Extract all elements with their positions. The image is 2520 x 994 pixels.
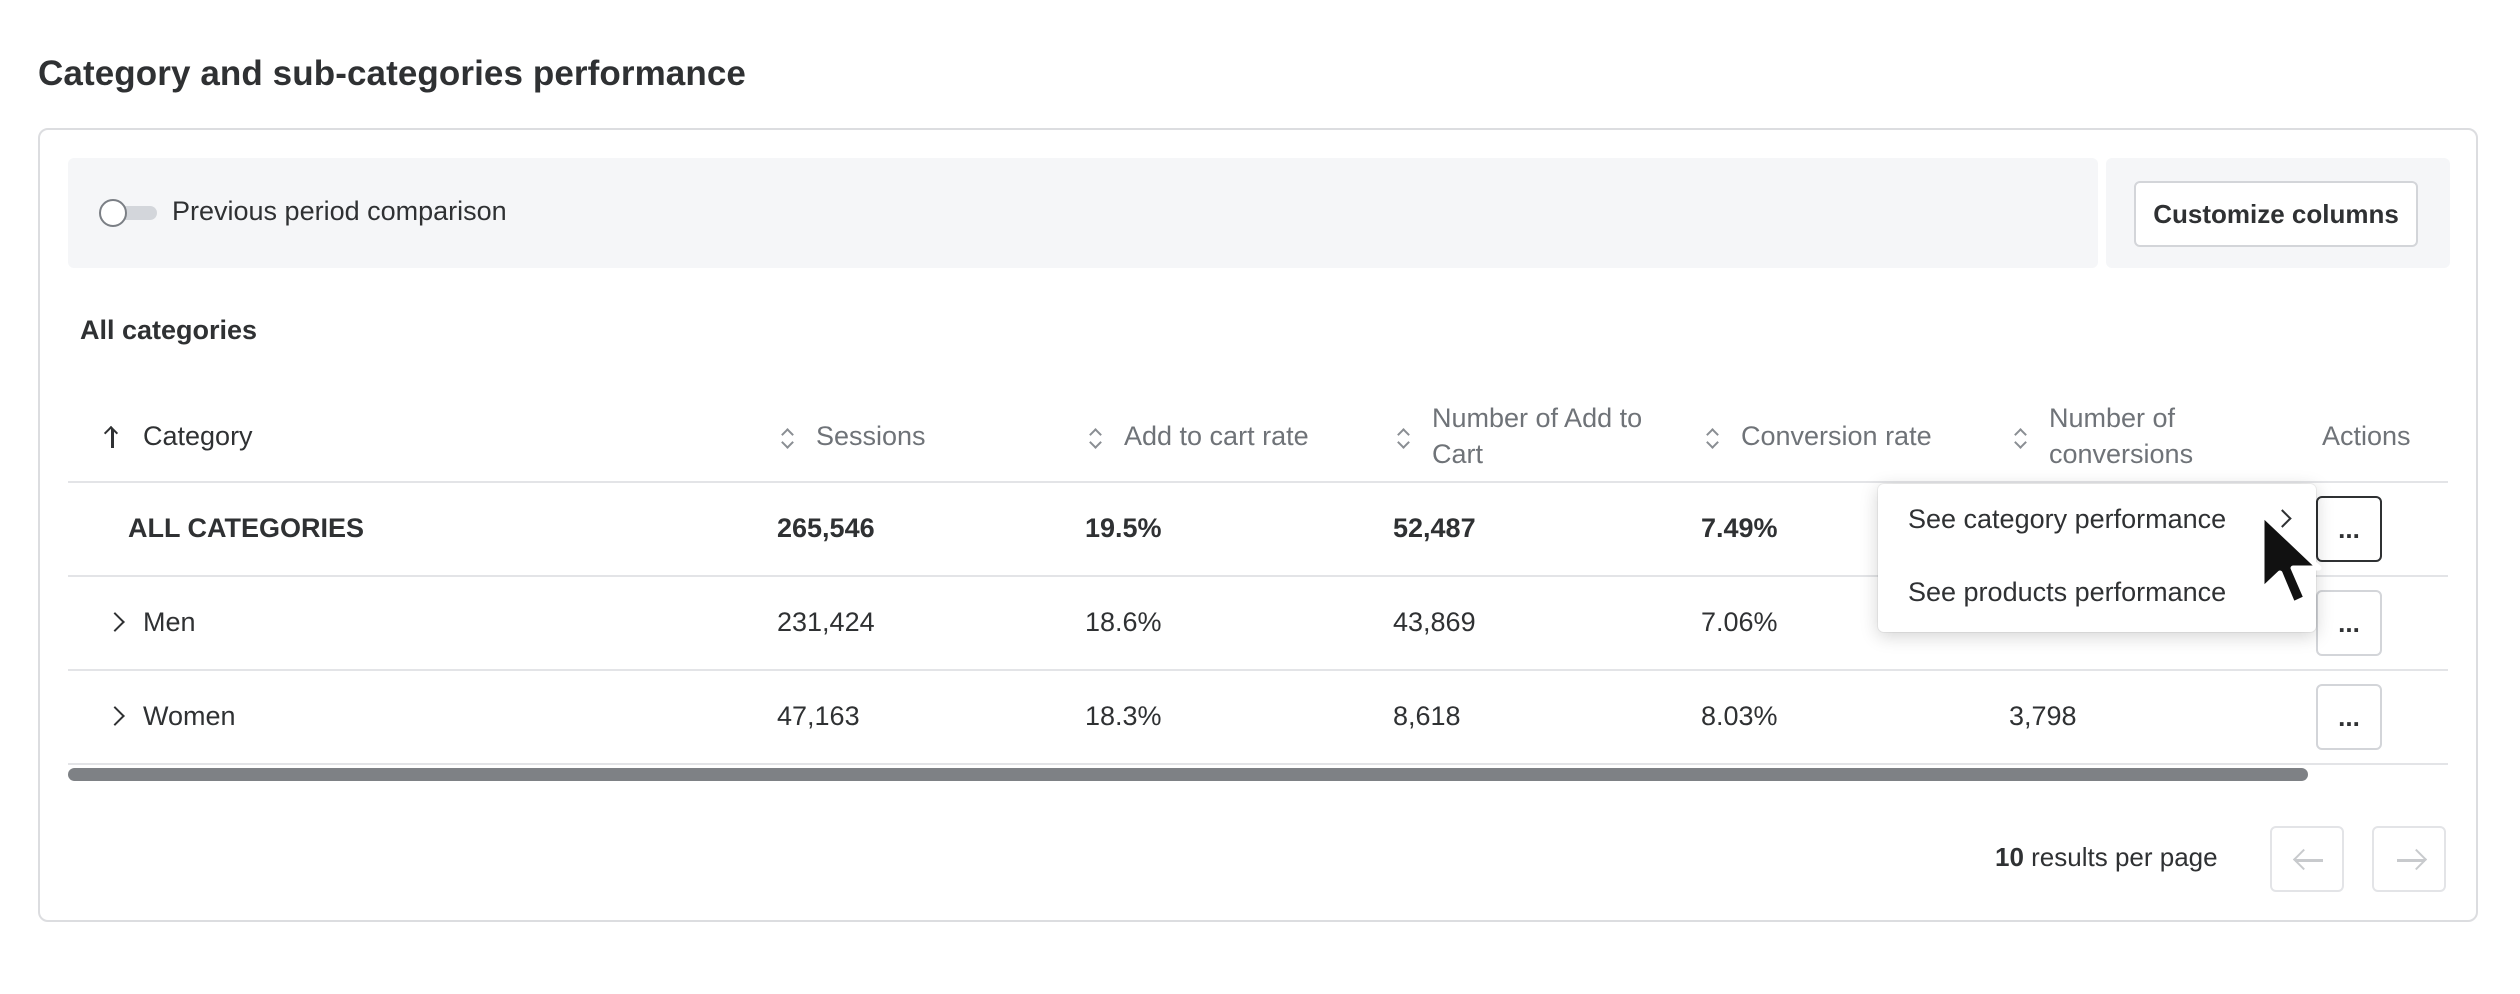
add-to-cart-cell: 52,487 <box>1393 513 1476 543</box>
column-header-add-to-cart-rate[interactable]: Add to cart rate <box>1124 421 1309 451</box>
add-to-cart-rate-cell: 19.5% <box>1085 513 1162 543</box>
header-divider <box>68 481 2448 483</box>
add-to-cart-rate-cell: 18.3% <box>1085 701 1162 731</box>
sessions-cell: 47,163 <box>777 701 860 731</box>
sort-icon[interactable] <box>780 427 794 449</box>
row-actions-button[interactable]: ... <box>2316 590 2382 656</box>
section-label: All categories <box>80 315 258 345</box>
toggle-knob <box>99 199 127 227</box>
horizontal-scrollbar[interactable] <box>68 768 2308 781</box>
mouse-cursor-icon <box>2259 511 2322 607</box>
conversion-rate-cell: 7.49% <box>1701 513 1778 543</box>
menu-item-see-products-performance[interactable]: See products performance <box>1908 577 2227 607</box>
previous-page-button[interactable] <box>2270 826 2344 892</box>
conversions-cell: 3,798 <box>2009 701 2077 731</box>
category-cell: ALL CATEGORIES <box>128 513 365 543</box>
sort-icon[interactable] <box>2013 427 2027 449</box>
add-to-cart-cell: 43,869 <box>1393 607 1476 637</box>
page-title: Category and sub-categories performance <box>38 54 746 93</box>
sessions-cell: 265,546 <box>777 513 875 543</box>
column-header-actions: Actions <box>2322 421 2411 451</box>
sort-ascending-icon[interactable] <box>103 425 123 449</box>
column-header-number-of-add-to-cart[interactable]: Number of Add to Cart <box>1432 403 1643 469</box>
conversion-rate-cell: 8.03% <box>1701 701 1778 731</box>
row-divider <box>68 669 2448 671</box>
per-page-count: 10 <box>1995 842 2024 872</box>
row-actions-button[interactable]: ... <box>2316 496 2382 562</box>
column-header-number-of-conversions[interactable]: Number of conversions <box>2049 403 2194 469</box>
row-divider <box>68 575 2448 577</box>
comparison-toggle[interactable] <box>99 199 159 227</box>
menu-item-see-category-performance[interactable]: See category performance <box>1908 504 2227 534</box>
column-header-sessions[interactable]: Sessions <box>816 421 926 451</box>
conversion-rate-cell: 7.06% <box>1701 607 1778 637</box>
comparison-toolbar <box>68 158 2098 268</box>
customize-columns-button[interactable]: Customize columns <box>2134 181 2418 247</box>
column-header-category[interactable]: Category <box>143 421 253 451</box>
arrow-left-icon <box>2295 859 2323 862</box>
next-page-button[interactable] <box>2372 826 2446 892</box>
comparison-label: Previous period comparison <box>172 196 507 226</box>
results-per-page[interactable]: 10 results per page <box>1995 842 2218 873</box>
sort-icon[interactable] <box>1705 427 1719 449</box>
row-divider <box>68 763 2448 765</box>
actions-dropdown-menu: See category performance See products pe… <box>1878 484 2316 632</box>
arrow-right-icon <box>2397 859 2425 862</box>
sort-icon[interactable] <box>1088 427 1102 449</box>
column-header-conversion-rate[interactable]: Conversion rate <box>1741 421 1932 451</box>
category-cell: Men <box>143 607 196 637</box>
category-cell: Women <box>143 701 236 731</box>
sessions-cell: 231,424 <box>777 607 875 637</box>
row-actions-button[interactable]: ... <box>2316 684 2382 750</box>
per-page-text: results per page <box>2023 842 2218 872</box>
sort-icon[interactable] <box>1396 427 1410 449</box>
add-to-cart-cell: 8,618 <box>1393 701 1461 731</box>
add-to-cart-rate-cell: 18.6% <box>1085 607 1162 637</box>
